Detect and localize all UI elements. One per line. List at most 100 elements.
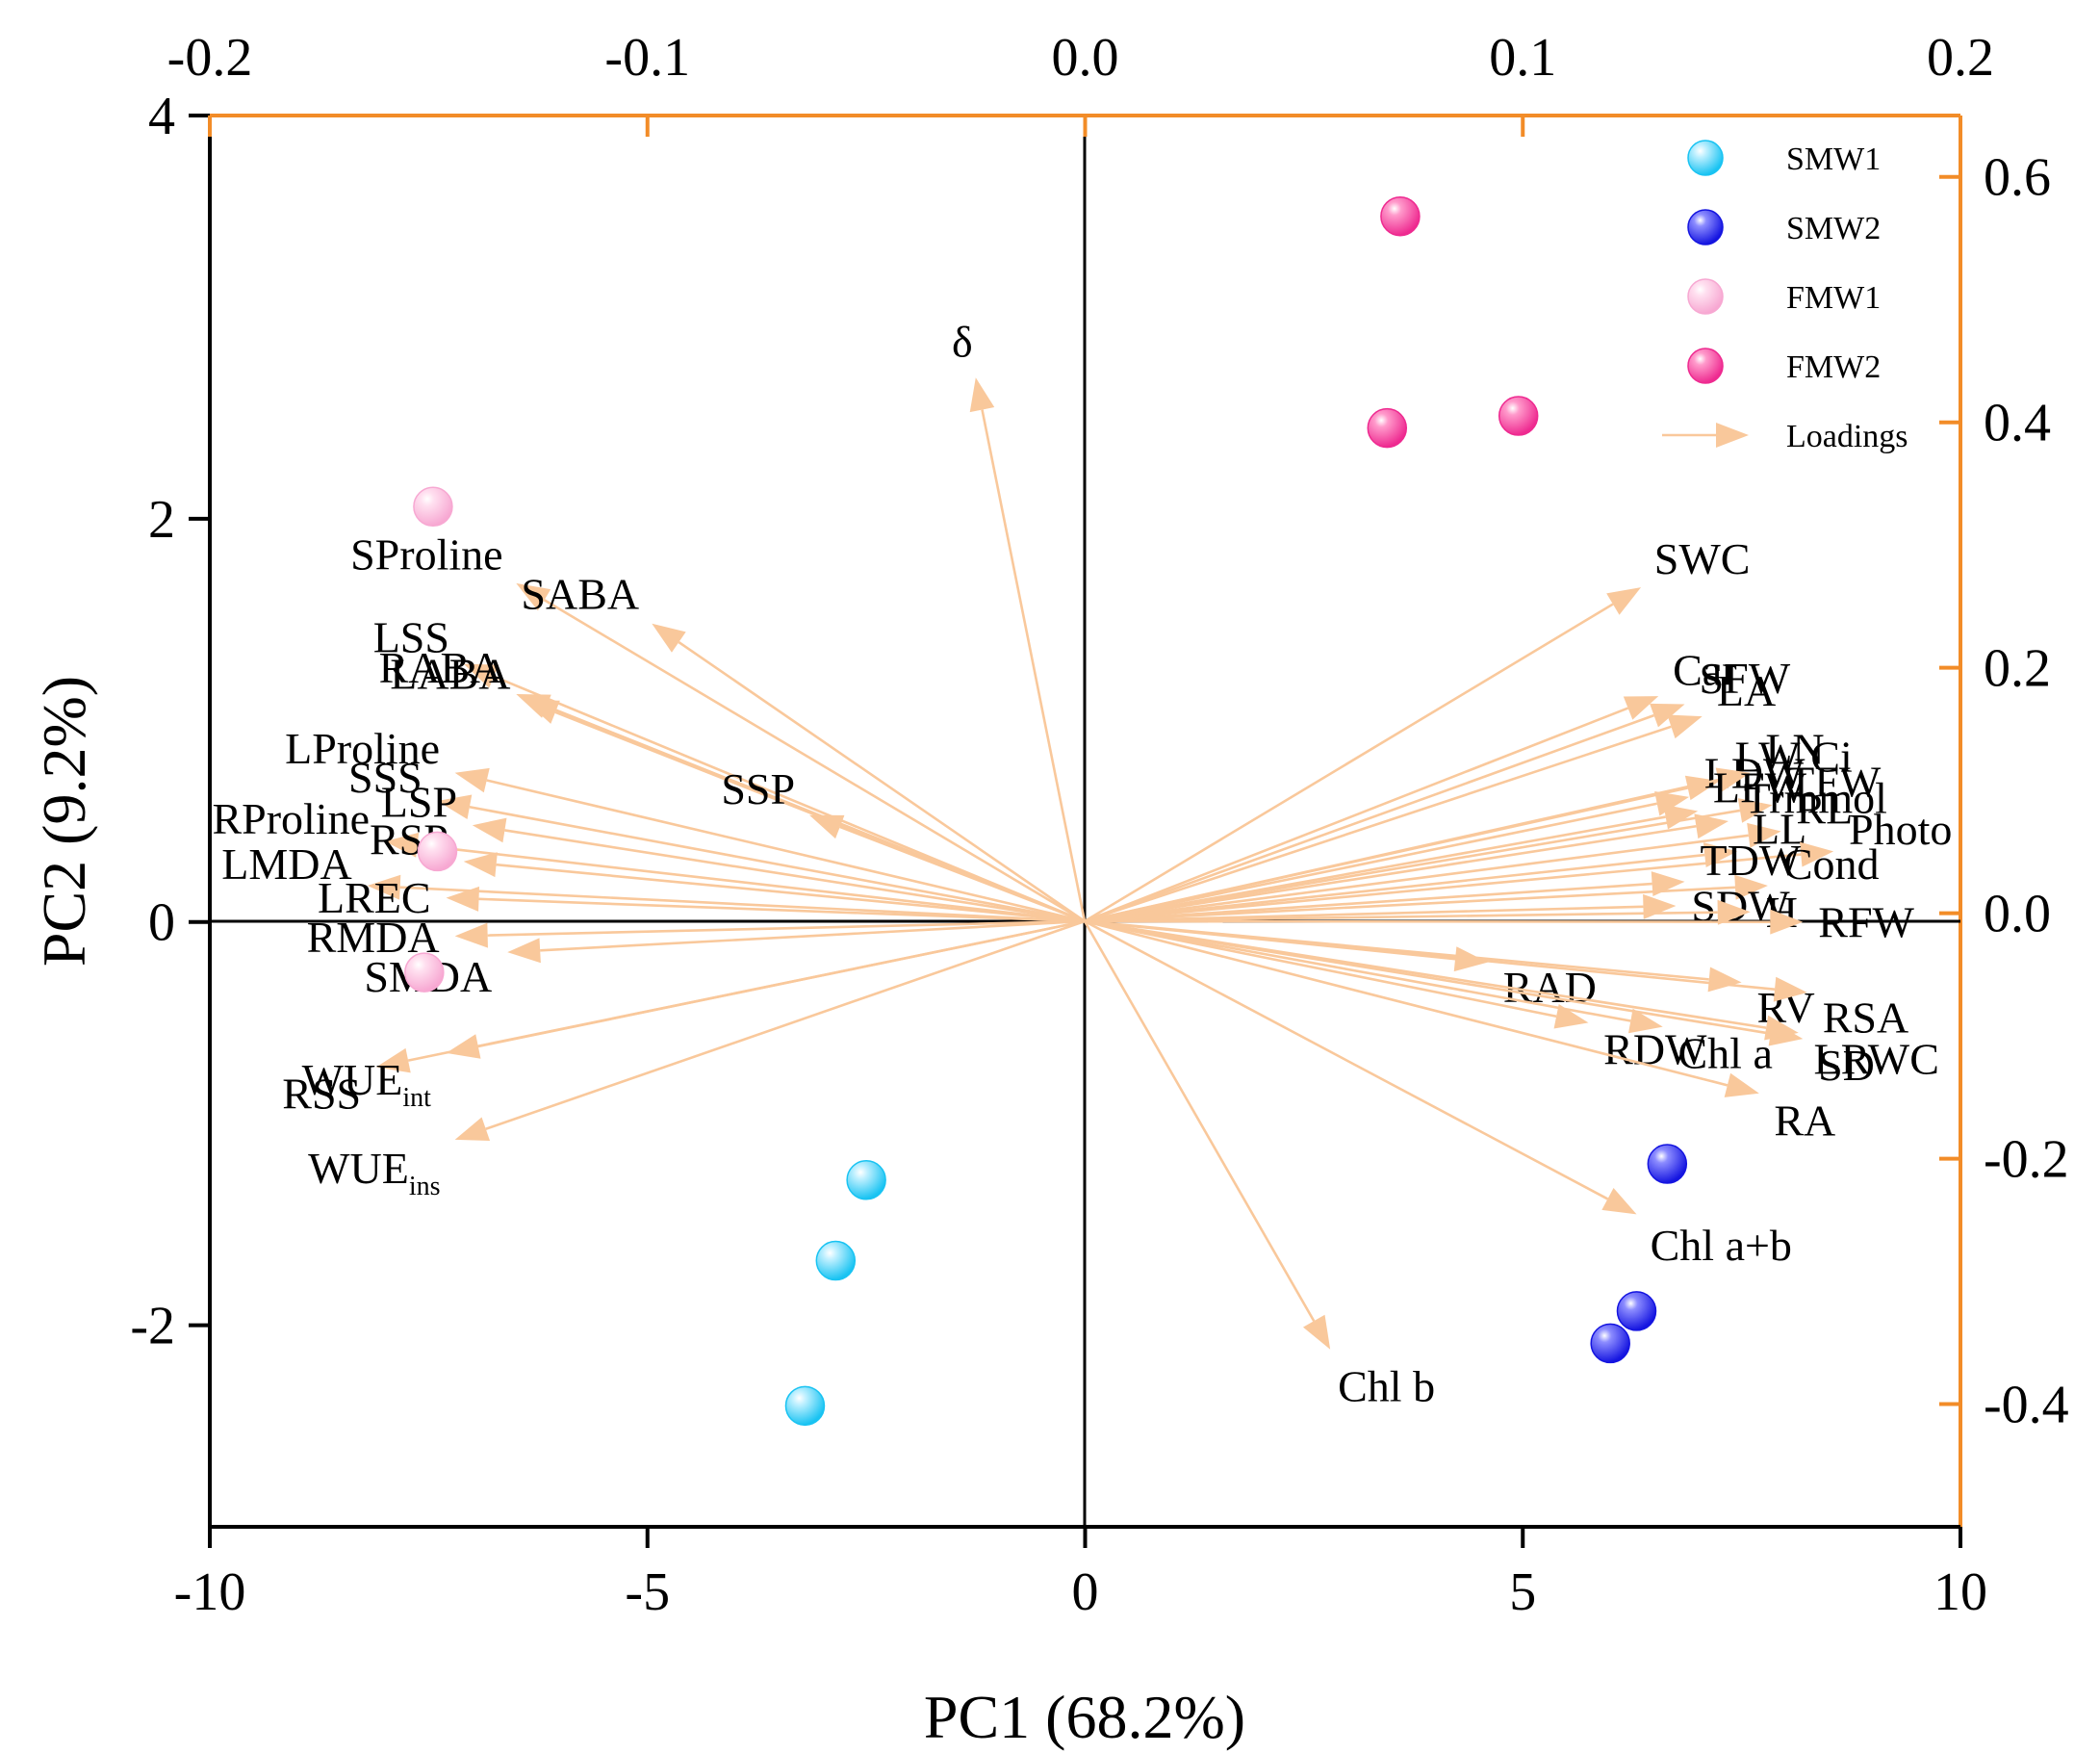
y-tick-label: -2	[130, 1297, 175, 1356]
loading-arrow	[1084, 919, 1488, 972]
loading-label: RA	[1774, 1096, 1835, 1146]
legend-label: FMW1	[1786, 280, 1881, 316]
loading-arrow	[507, 919, 1086, 964]
legend-label: SMW2	[1786, 211, 1881, 246]
loading-arrow	[367, 874, 1086, 923]
loading-label: TFW	[1787, 758, 1882, 807]
loading-arrow	[1084, 919, 1759, 1097]
loading-arrow	[1084, 696, 1659, 923]
loading-label: WUEins	[308, 1144, 440, 1201]
loading-arrow	[463, 852, 1086, 923]
y-tick-label: 2	[148, 490, 175, 550]
loading-arrow	[1084, 587, 1642, 923]
loading-arrow	[516, 582, 1086, 923]
x-tick-label: -5	[625, 1562, 670, 1622]
loading-label: LL	[1753, 805, 1806, 854]
loading-label: LA	[1717, 666, 1776, 715]
x-tick-label: 0	[1072, 1562, 1099, 1622]
loading-arrow	[1084, 874, 1768, 923]
loading-label: SD	[1818, 1041, 1875, 1090]
loading-label: SProline	[350, 530, 502, 580]
loading-label: RSS	[282, 1070, 361, 1119]
top-tick-label: -0.1	[604, 28, 690, 88]
loading-arrow	[809, 814, 1086, 923]
loading-arrow	[1084, 703, 1685, 923]
loading-label: Car	[1673, 645, 1736, 694]
legend-marker-fmw2	[1687, 348, 1724, 384]
score-point-fmw2	[1498, 396, 1539, 436]
score-point-smw1	[784, 1385, 826, 1427]
loading-arrow	[437, 794, 1086, 923]
loading-arrow	[1084, 919, 1589, 1029]
loading-label: RSA	[1823, 993, 1908, 1043]
score-point-fmw2	[1380, 195, 1421, 237]
loading-label: LRWC	[1814, 1034, 1939, 1083]
loading-arrow	[1084, 899, 1751, 925]
loading-label: WUEint	[302, 1055, 432, 1113]
loading-label: TDW	[1700, 836, 1801, 885]
top-tick-label: 0.2	[1927, 28, 1994, 88]
loading-arrow	[1084, 909, 1804, 935]
loading-label: LFW	[1713, 763, 1807, 813]
loading-arrow	[652, 623, 1086, 923]
loading-arrow	[454, 919, 1086, 948]
loading-label: LABA	[390, 649, 510, 698]
score-point-smw2	[1616, 1291, 1657, 1331]
loading-label: δ	[952, 318, 973, 367]
loading-arrow	[1084, 813, 1729, 923]
loading-arrow	[1084, 919, 1663, 1034]
score-point-fmw1	[413, 486, 453, 528]
legend-marker-smw1	[1687, 140, 1724, 176]
loading-arrow	[1084, 841, 1834, 923]
loading-arrow	[1084, 767, 1751, 923]
loading-arrow	[1084, 790, 1690, 923]
loading-arrow	[463, 663, 1086, 923]
score-point-smw1	[815, 1240, 857, 1281]
loading-arrow	[969, 377, 1087, 922]
legend-marker-smw2	[1687, 209, 1724, 245]
legend: SMW1 SMW2 FMW1 FMW2 Loadings	[1662, 140, 1908, 454]
x-axis-title: PC1 (68.2%)	[924, 1683, 1245, 1751]
loading-label: Chl a+b	[1651, 1221, 1792, 1270]
top-tick-label: -0.2	[167, 28, 253, 88]
top-tick-label: 0.0	[1052, 28, 1119, 88]
loading-label: LN	[1765, 724, 1824, 773]
right-tick-label: -0.4	[1984, 1376, 2069, 1435]
loading-label: LProline	[285, 724, 440, 773]
loading-label: LSS	[373, 613, 449, 662]
legend-label: FMW2	[1786, 349, 1881, 385]
score-point-smw2	[1590, 1323, 1630, 1364]
loading-label: LW Ci	[1735, 733, 1853, 782]
right-tick-label: 0.2	[1984, 639, 2051, 699]
y-tick-label: 0	[148, 893, 175, 953]
y-axis-title: PC2 (9.2%)	[30, 676, 98, 967]
loading-arrow	[472, 817, 1086, 923]
loading-label: Trmmol	[1744, 774, 1887, 823]
loading-label: Cond	[1783, 839, 1880, 889]
y-tick-label: 4	[148, 87, 175, 146]
loading-label: RABA	[379, 643, 502, 692]
loading-label: SWC	[1654, 534, 1751, 583]
loading-arrow	[454, 919, 1086, 1142]
loading-arrow	[454, 767, 1086, 923]
loading-label: Photo	[1849, 805, 1952, 854]
loading-label: Chl a	[1678, 1028, 1773, 1077]
loading-label: LREC	[318, 873, 431, 922]
loading-arrow	[1084, 842, 1738, 923]
x-tick-label: 5	[1509, 1562, 1536, 1622]
score-point-smw1	[846, 1160, 886, 1200]
loading-arrow	[1084, 822, 1781, 923]
loading-arrow	[1084, 714, 1703, 923]
loading-label: RProline	[212, 794, 370, 843]
loading-arrow	[1084, 871, 1685, 923]
right-tick-label: -0.2	[1984, 1130, 2069, 1190]
right-tick-label: 0.6	[1984, 148, 2051, 208]
score-points	[404, 195, 1688, 1427]
x-tick-label: 10	[1934, 1562, 1987, 1622]
loading-label: RMDA	[307, 913, 440, 962]
loading-arrow	[384, 832, 1086, 923]
legend-label: Loadings	[1786, 419, 1908, 454]
loading-label: LSP	[381, 778, 457, 827]
